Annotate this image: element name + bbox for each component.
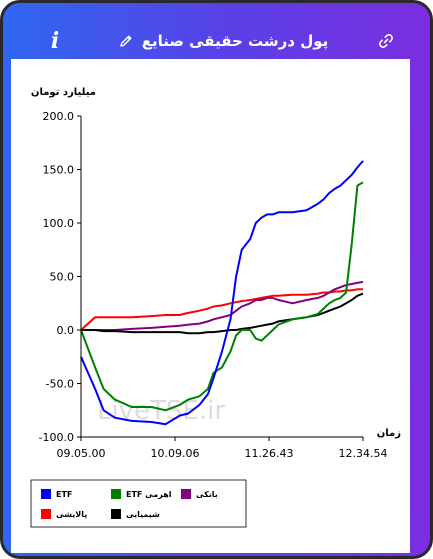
- legend-label-bank: بانکی: [196, 490, 218, 499]
- y-axis-label: میلیارد تومان: [31, 87, 96, 98]
- y-tick-label: -100.0: [39, 431, 74, 444]
- header-title: پول درشت حقیقی صنایع: [141, 32, 329, 50]
- legend-label-etf: ETF: [56, 490, 72, 499]
- line-chart: LiveTSE.ir میلیارد تومان زمان 200.0150.0…: [30, 87, 401, 528]
- x-tick-label: 10.09.06: [151, 447, 200, 460]
- chart-panel: LiveTSE.ir میلیارد تومان زمان 200.0 150.0…: [11, 59, 410, 553]
- series-line-etf-leverage: [80, 181, 364, 412]
- legend-label-etf-leverage: ETF اهرمی: [126, 490, 172, 499]
- y-tick-label: 0.0: [57, 324, 75, 337]
- y-tick-label: -50.0: [46, 378, 74, 391]
- x-axis-label: زمان: [377, 428, 401, 439]
- series-line-bank: [81, 280, 364, 331]
- legend-swatch-etf: [41, 489, 51, 499]
- legend-label-refinery: پالایشی: [56, 510, 87, 519]
- y-tick-label: 200.0: [43, 110, 75, 123]
- y-tick-label: 50.0: [50, 271, 75, 284]
- y-tick-label: 150.0: [43, 164, 75, 177]
- x-tick-label: 09.05.00: [57, 447, 106, 460]
- series-line-chemical: [81, 292, 364, 335]
- x-tick-label: 12.34.54: [339, 447, 388, 460]
- y-tick-label: 100.0: [43, 217, 75, 230]
- header-title-group: پول درشت حقیقی صنایع: [113, 27, 333, 55]
- series-line-etf: [80, 160, 364, 426]
- legend-swatch-bank: [181, 489, 191, 499]
- legend-swatch-refinery: [41, 509, 51, 519]
- link-icon[interactable]: [375, 27, 397, 55]
- chart-legend: ETF ETF اهرمی بانکی پالایشی شیمیایی: [30, 479, 247, 528]
- legend-label-chemical: شیمیایی: [126, 510, 160, 519]
- legend-swatch-chemical: [111, 509, 121, 519]
- info-icon[interactable]: i: [50, 28, 60, 54]
- pencil-icon[interactable]: [118, 33, 134, 49]
- series-line-refinery: [80, 288, 363, 331]
- x-tick-label: 11.26.43: [245, 447, 294, 460]
- legend-swatch-etf-leverage: [111, 489, 121, 499]
